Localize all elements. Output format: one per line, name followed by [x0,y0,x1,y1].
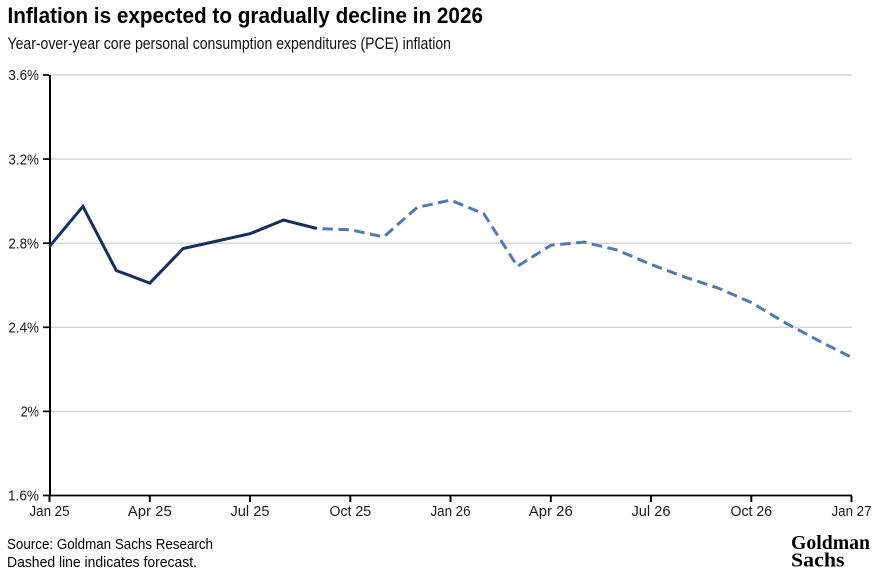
svg-text:Jan 27: Jan 27 [832,504,872,520]
svg-text:Dashed line indicates forecast: Dashed line indicates forecast. [7,554,197,571]
svg-text:Inflation is expected to gradu: Inflation is expected to gradually decli… [8,3,484,28]
svg-text:Oct 25: Oct 25 [330,504,372,520]
svg-text:Jul 25: Jul 25 [231,504,270,520]
svg-text:Oct 26: Oct 26 [731,504,773,520]
svg-text:3.2%: 3.2% [8,152,39,168]
svg-text:Jan 26: Jan 26 [431,504,471,520]
svg-text:2.8%: 2.8% [8,236,39,252]
svg-text:1.6%: 1.6% [8,489,39,505]
svg-text:Source: Goldman Sachs Research: Source: Goldman Sachs Research [7,536,213,553]
svg-text:Sachs: Sachs [791,550,845,572]
svg-text:2%: 2% [21,405,39,421]
svg-text:3.6%: 3.6% [8,68,39,84]
svg-text:Year-over-year core personal c: Year-over-year core personal consumption… [8,34,452,53]
svg-text:Jul 26: Jul 26 [632,504,671,520]
svg-text:Jan 25: Jan 25 [30,504,70,520]
svg-text:Apr 26: Apr 26 [529,504,573,520]
svg-text:Goldman: Goldman [791,532,870,554]
svg-text:Apr 25: Apr 25 [128,504,172,520]
svg-text:2.4%: 2.4% [8,321,39,337]
